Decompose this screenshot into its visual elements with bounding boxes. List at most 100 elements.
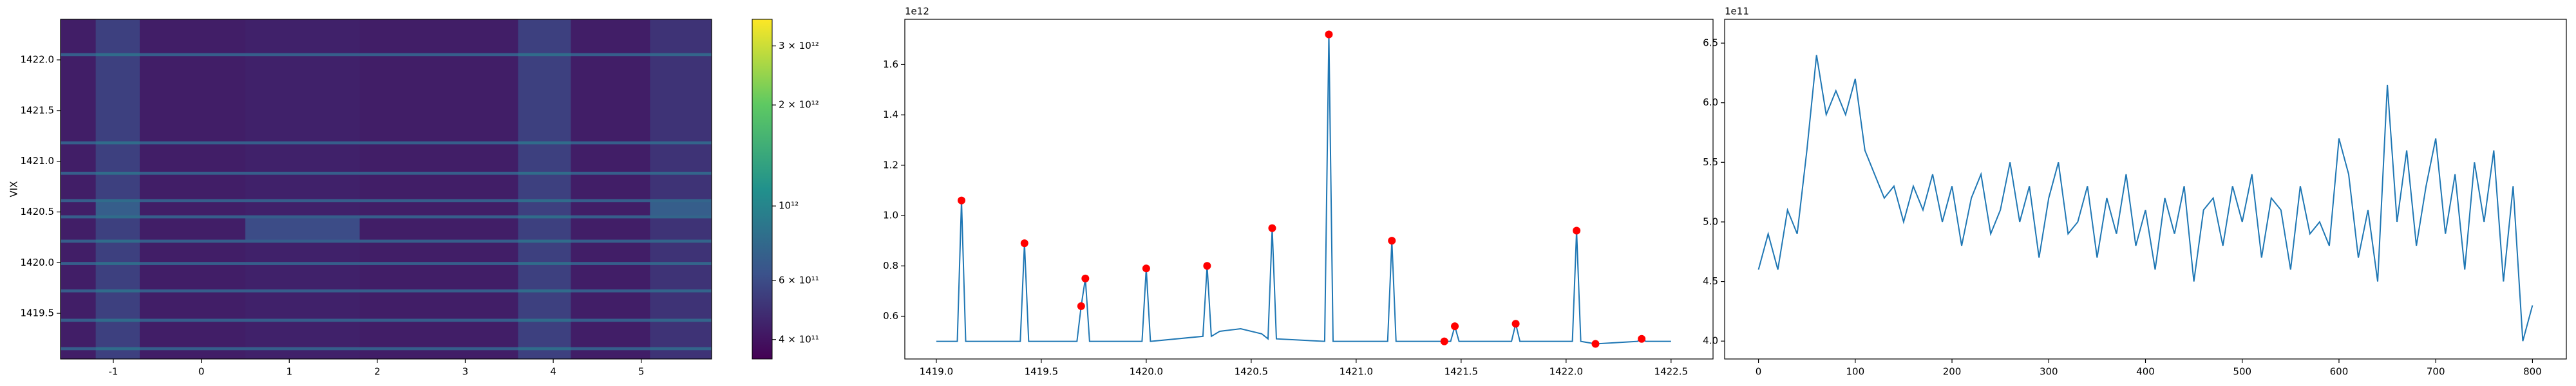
x-tick-label: 600 — [2330, 366, 2349, 378]
x-tick-label: 200 — [1943, 366, 1962, 378]
heat-cell — [518, 171, 571, 175]
heat-cell — [95, 217, 140, 240]
peak-marker — [1511, 320, 1520, 328]
heat-cell — [139, 264, 246, 290]
heat-cell — [359, 19, 518, 53]
heat-cell — [650, 201, 712, 216]
heat-cell — [518, 261, 571, 265]
heat-cell — [571, 239, 650, 243]
x-tick-label: -1 — [108, 366, 118, 378]
y-tick-label: 6.5 — [1703, 37, 1718, 49]
heat-cell — [61, 53, 97, 57]
heat-cell — [518, 291, 571, 319]
peak-marker — [1591, 340, 1600, 348]
heat-cell — [139, 349, 246, 360]
heat-cell — [245, 349, 361, 360]
heat-cell — [359, 347, 518, 351]
heat-cell — [95, 141, 140, 145]
heat-cell — [359, 289, 518, 293]
x-tick-label: 1419.5 — [1025, 366, 1059, 378]
heat-cell — [245, 347, 361, 351]
heat-cell — [245, 264, 361, 290]
heat-cell — [650, 171, 712, 175]
heat-cell — [518, 289, 571, 293]
y-tick-label: 1419.5 — [21, 308, 55, 319]
colorbar — [752, 19, 773, 360]
heat-cell — [518, 215, 571, 219]
y-tick-label: 1.6 — [883, 59, 898, 70]
heat-cell — [650, 264, 712, 290]
colorbar-tick-label: 2 × 10¹² — [779, 99, 819, 111]
heat-cell — [571, 215, 650, 219]
line — [1757, 55, 2533, 342]
offset-label: 1e12 — [905, 6, 929, 17]
x-tick-label: 800 — [2523, 366, 2542, 378]
offset-label: 1e11 — [1725, 6, 1749, 17]
heat-cell — [518, 19, 571, 53]
peak-marker — [1388, 237, 1396, 245]
heat-cell — [245, 321, 361, 347]
peak-marker — [1268, 224, 1276, 232]
heat-cell — [139, 198, 246, 203]
heat-cell — [518, 143, 571, 172]
y-tick-label: 1422.0 — [21, 54, 55, 66]
heat-cell — [95, 261, 140, 265]
heat-cell — [139, 171, 246, 175]
x-tick-label: 100 — [1846, 366, 1864, 378]
heat-cell — [245, 217, 361, 240]
peak-marker — [1325, 30, 1333, 39]
heat-cell — [139, 321, 246, 347]
heat-cell — [571, 174, 650, 199]
heat-cell — [650, 318, 712, 322]
heat-cell — [95, 171, 140, 175]
heat-cell — [571, 53, 650, 57]
x-tick-label: 1420.0 — [1130, 366, 1164, 378]
heat-cell — [359, 239, 518, 243]
colorbar-tick-label: 3 × 10¹² — [779, 40, 819, 51]
y-tick-label: 6.0 — [1703, 96, 1718, 108]
heat-cell — [139, 141, 246, 145]
x-tick-label: 0 — [1756, 366, 1762, 378]
heat-cell — [95, 174, 140, 199]
heat-cell — [518, 349, 571, 360]
heat-cell — [359, 215, 518, 219]
heat-cell — [95, 215, 140, 219]
heat-cell — [95, 143, 140, 172]
heat-cell — [359, 53, 518, 57]
x-tick-label: 1422.0 — [1549, 366, 1584, 378]
heat-cell — [139, 19, 246, 53]
colorbar-tick-label: 6 × 10¹¹ — [779, 274, 819, 286]
heat-cell — [95, 53, 140, 57]
heat-cell — [61, 141, 97, 145]
heat-cell — [95, 239, 140, 243]
heat-cell — [61, 55, 97, 142]
heat-cell — [245, 55, 361, 142]
heat-cell — [518, 318, 571, 322]
heat-cell — [139, 53, 246, 57]
heat-cell — [61, 171, 97, 175]
peak-marker — [1638, 335, 1646, 343]
x-tick-label: 1421.0 — [1340, 366, 1374, 378]
y-tick-label: 1421.5 — [21, 104, 55, 116]
x-tick-label: 300 — [2040, 366, 2058, 378]
heat-cell — [139, 201, 246, 216]
heat-cell — [571, 321, 650, 347]
x-tick-label: 500 — [2233, 366, 2251, 378]
axes-frame — [904, 19, 1714, 360]
colorbar-tick-label: 10¹² — [779, 200, 799, 212]
heat-cell — [95, 201, 140, 216]
heat-cell — [359, 318, 518, 322]
colorbar-tick-label: 4 × 10¹¹ — [779, 333, 819, 345]
heat-cell — [650, 242, 712, 262]
heat-cell — [245, 174, 361, 199]
heat-cell — [61, 289, 97, 293]
heat-cell — [95, 55, 140, 142]
heat-cell — [650, 239, 712, 243]
x-tick-label: 700 — [2427, 366, 2445, 378]
peak-marker — [1077, 302, 1085, 310]
heat-cell — [61, 19, 97, 53]
heat-cell — [571, 55, 650, 142]
x-tick-label: 1 — [286, 366, 292, 378]
y-tick-label: 1.2 — [883, 159, 898, 170]
heat-cell — [359, 171, 518, 175]
